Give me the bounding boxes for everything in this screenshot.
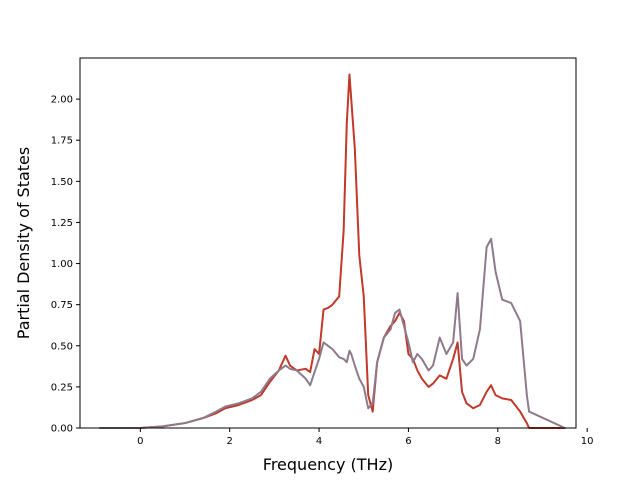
series-line-1 [99, 73, 566, 429]
y-tick-label: 0.50 [51, 341, 73, 352]
x-tick-label: 0 [137, 436, 143, 447]
y-axis-ticks: 0.00 0.25 0.50 0.75 1.00 1.25 1.50 1.75 2.00 [51, 95, 80, 435]
series-layer [99, 73, 566, 429]
series-line-2 [99, 237, 566, 429]
y-axis-label: Partial Density of States [14, 147, 33, 339]
y-tick-label: 1.75 [51, 136, 73, 147]
x-tick-label: 8 [495, 436, 501, 447]
y-tick-label: 1.00 [51, 259, 73, 270]
y-tick-label: 0.75 [51, 300, 73, 311]
y-tick-label: 1.50 [51, 177, 73, 188]
x-tick-label: 6 [405, 436, 411, 447]
y-tick-label: 0.25 [51, 382, 73, 393]
x-tick-label: 2 [227, 436, 233, 447]
x-axis-ticks: 0 2 4 6 8 10 [137, 428, 594, 447]
y-tick-label: 2.00 [51, 95, 73, 106]
y-tick-label: 0.00 [51, 424, 73, 435]
x-tick-label: 4 [316, 436, 322, 447]
plot-frame [79, 57, 577, 429]
x-axis-label: Frequency (THz) [263, 455, 393, 474]
x-tick-label: 10 [581, 436, 594, 447]
y-tick-label: 1.25 [51, 218, 73, 229]
